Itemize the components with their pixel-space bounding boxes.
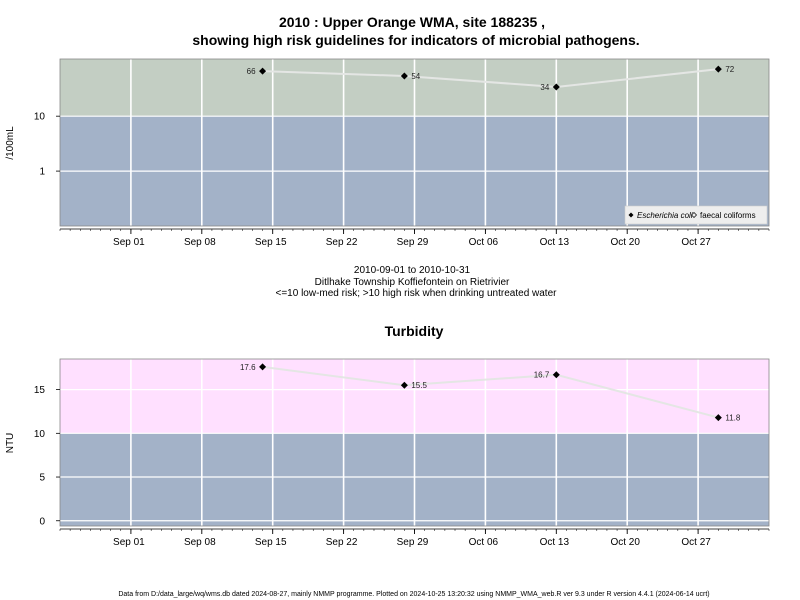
risk-guideline-note: <=10 low-med risk; >10 high risk when dr… (276, 288, 558, 299)
y-tick-label: 0 (39, 516, 45, 527)
x-tick-label: Oct 20 (610, 537, 640, 548)
plot-frame (59, 58, 770, 227)
x-tick-label: Oct 27 (681, 237, 711, 248)
y-tick-label: 15 (34, 385, 46, 396)
data-point (552, 371, 560, 379)
data-point (400, 381, 408, 389)
ecoli-ylabel: /100mL (5, 126, 16, 160)
legend-entry-label: faecal coliforms (700, 211, 756, 220)
x-tick-label: Oct 20 (610, 237, 640, 248)
x-tick-label: Oct 06 (469, 237, 499, 248)
data-point (259, 363, 267, 371)
chart-title-line-1: 2010 : Upper Orange WMA, site 188235 , (279, 14, 545, 30)
legend-box (624, 205, 768, 225)
y-tick-label: 5 (39, 473, 45, 484)
y-tick-label: 10 (34, 112, 46, 123)
data-label: 34 (540, 83, 549, 92)
date-range-note: 2010-09-01 to 2010-10-31 (354, 265, 471, 276)
turbidity-ylabel: NTU (5, 433, 16, 454)
legend-marker (628, 212, 634, 218)
data-point (552, 83, 560, 91)
footer-note: Data from D:/data_large/wq/wms.db dated … (118, 591, 709, 598)
data-label: 66 (247, 67, 256, 76)
legend-marker (691, 212, 697, 218)
x-tick-label: Oct 06 (469, 537, 499, 548)
data-point (259, 67, 267, 75)
x-tick-label: Oct 13 (540, 237, 570, 248)
x-tick-label: Sep 08 (184, 237, 216, 248)
series-line (262, 365, 719, 419)
plot-frame (59, 358, 770, 527)
x-tick-label: Sep 15 (255, 237, 287, 248)
data-label: 15.5 (411, 381, 427, 390)
x-tick-label: Sep 22 (326, 237, 358, 248)
y-tick-label: 10 (34, 429, 46, 440)
data-label: 54 (411, 72, 420, 81)
turbidity-title: Turbidity (385, 323, 444, 339)
x-tick-label: Oct 13 (540, 537, 570, 548)
data-point (400, 72, 408, 80)
chart-title-line-2: showing high risk guidelines for indicat… (192, 32, 639, 48)
turbidity-panel: 0 5 10 15 Sep 01 Sep 08 Sep 15 Sep 22 Sep 29 Oct … (34, 358, 770, 548)
data-label: 17.6 (240, 363, 256, 372)
series-line (262, 68, 719, 89)
x-tick-label: Sep 22 (326, 537, 358, 548)
data-label: 11.8 (725, 414, 741, 423)
site-location-note: Ditlhake Township Koffiefontein on Rietr… (315, 277, 510, 288)
ecoli-panel: 1 10 Sep 01 Sep 08 Sep 15 Sep 22 Sep 29 Oct 06 O… (34, 58, 770, 248)
x-tick-label: Sep 01 (113, 237, 145, 248)
x-tick-label: Sep 29 (397, 237, 429, 248)
data-label: 72 (725, 65, 734, 74)
data-point (714, 414, 722, 422)
data-point (714, 65, 722, 73)
x-tick-label: Oct 27 (681, 537, 711, 548)
x-tick-label: Sep 01 (113, 537, 145, 548)
y-tick-label: 1 (39, 167, 45, 178)
x-tick-label: Sep 29 (397, 537, 429, 548)
x-tick-label: Sep 15 (255, 537, 287, 548)
legend-entry-label: Escherichia coli (637, 211, 693, 220)
data-label: 16.7 (534, 371, 550, 380)
x-tick-label: Sep 08 (184, 537, 216, 548)
